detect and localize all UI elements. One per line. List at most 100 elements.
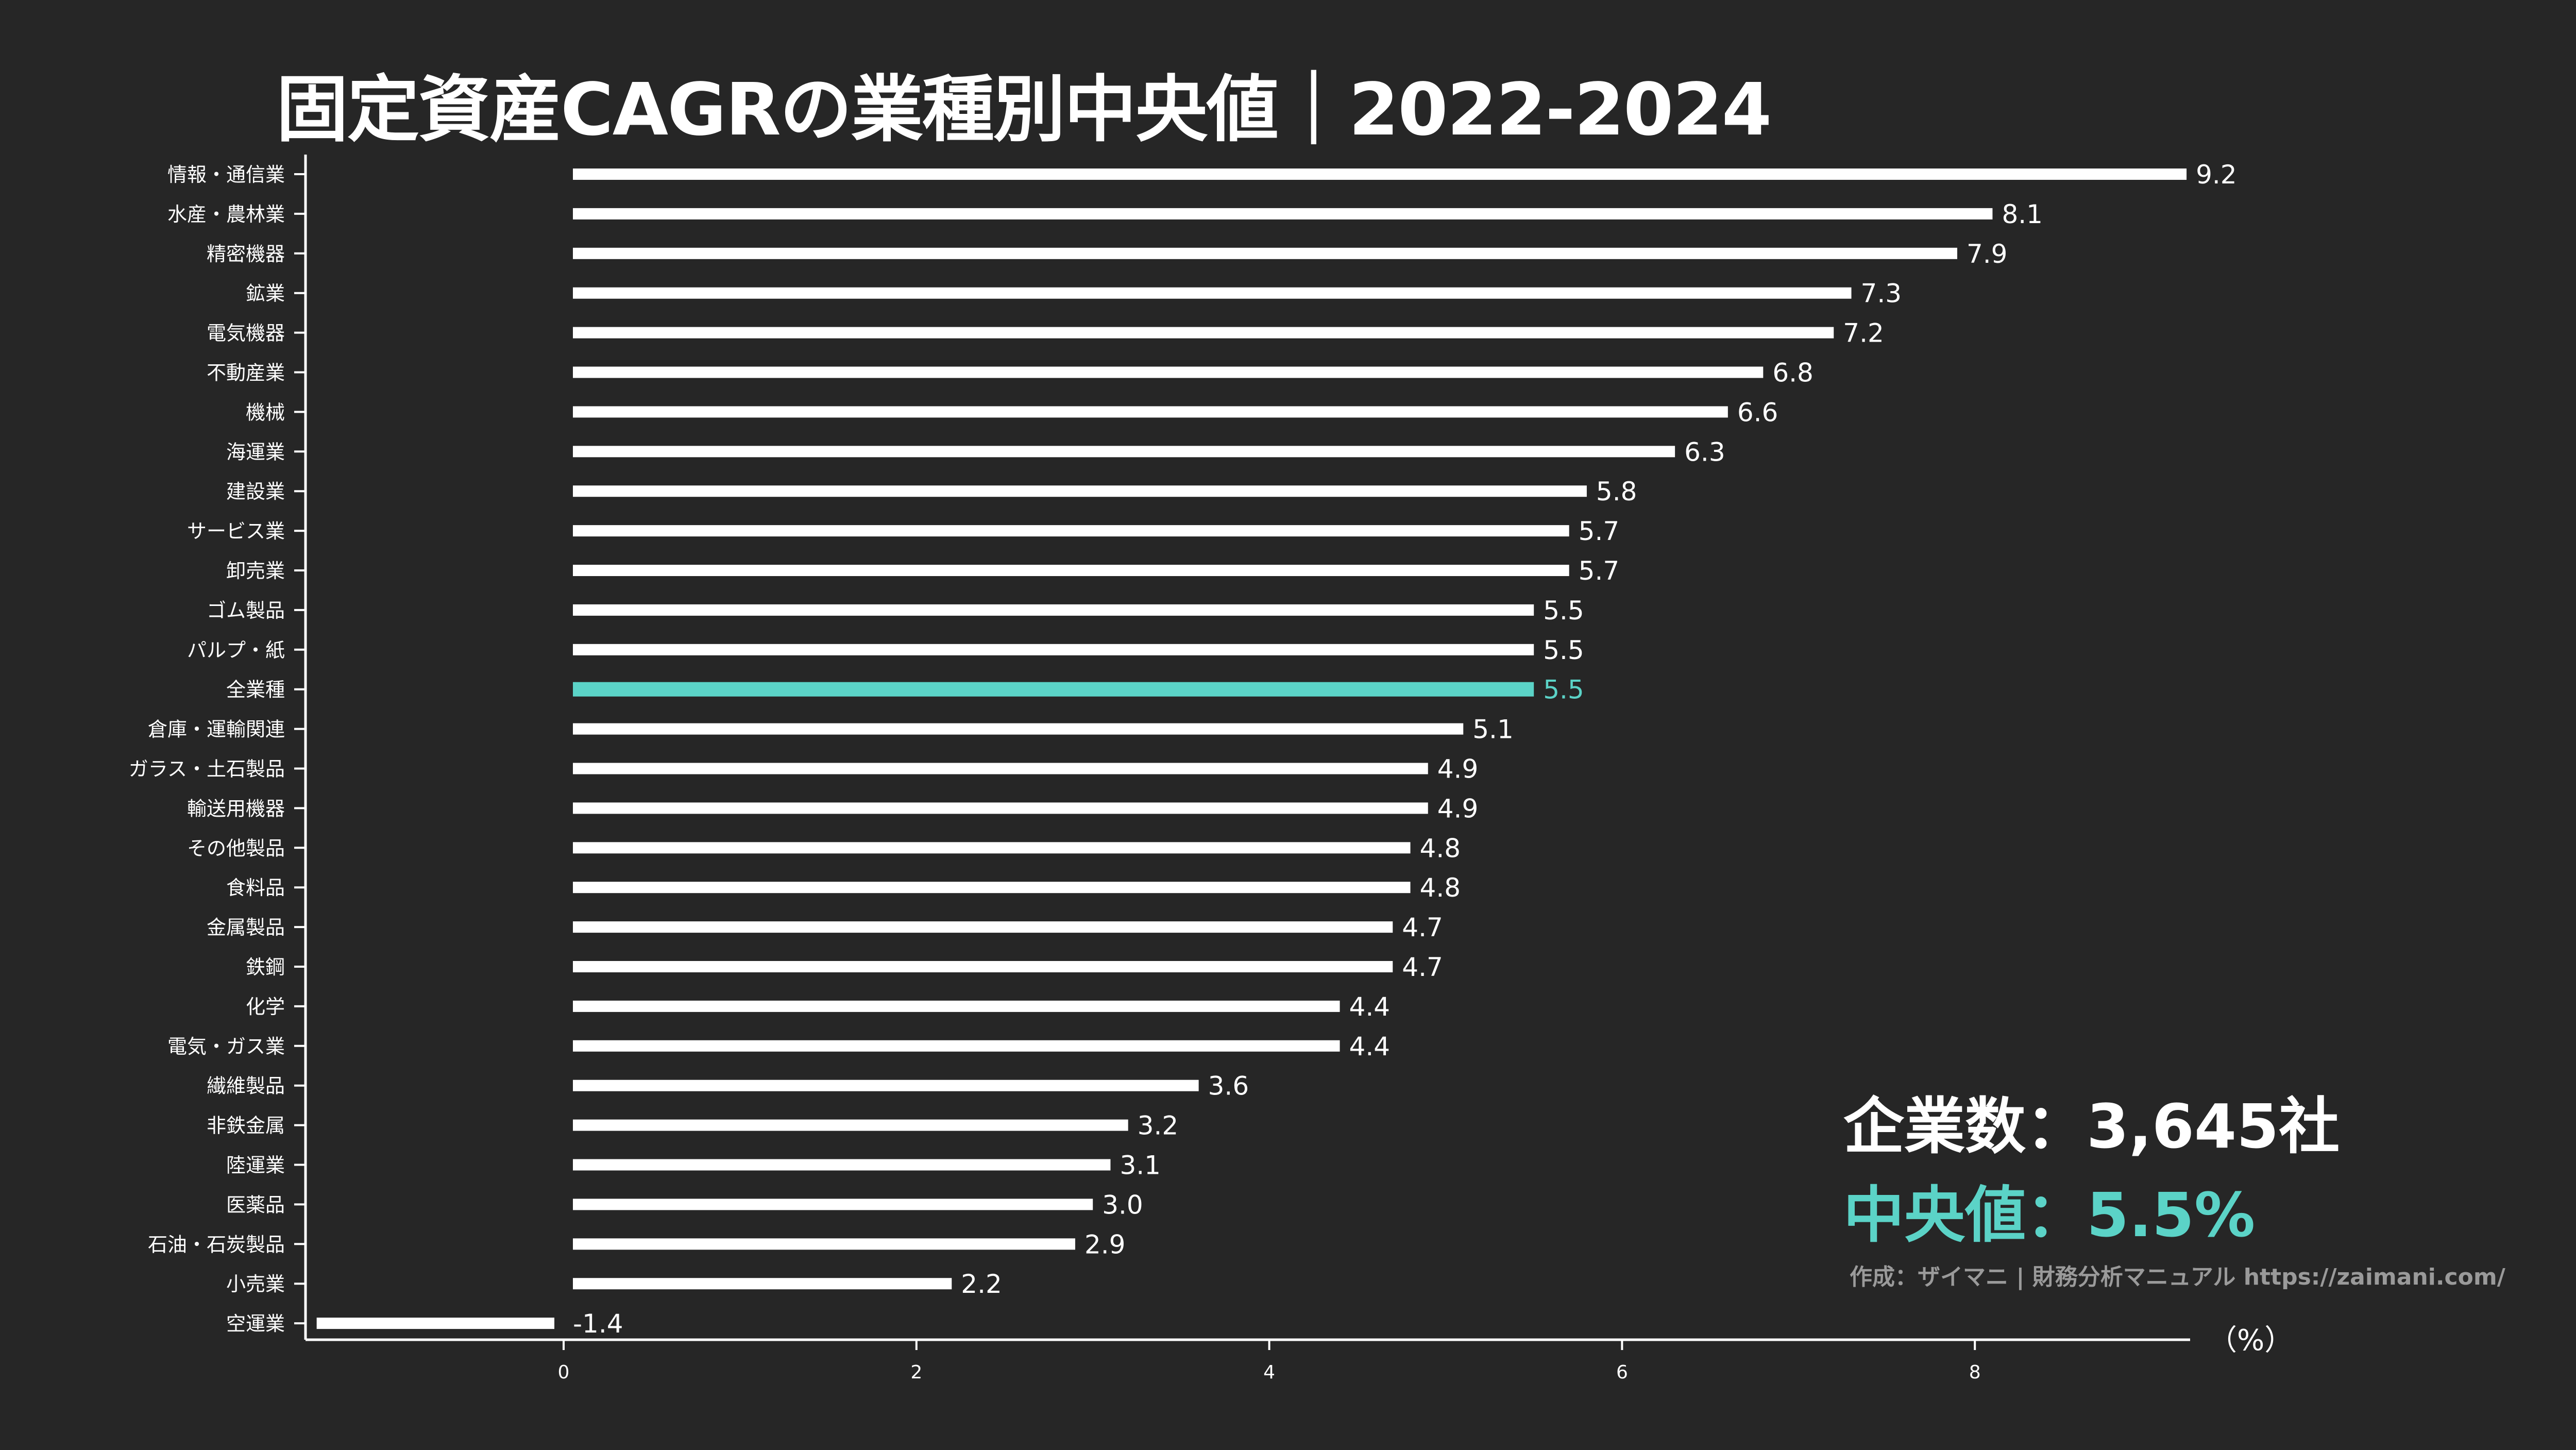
value-label: 2.9 xyxy=(1084,1229,1126,1259)
value-label: 3.6 xyxy=(1208,1071,1249,1101)
bar xyxy=(573,882,1411,893)
category-label: 小売業 xyxy=(226,1273,285,1295)
bar xyxy=(316,1318,554,1329)
value-label: 5.5 xyxy=(1543,596,1584,626)
bar xyxy=(573,842,1411,854)
bar xyxy=(573,1199,1093,1210)
value-label: 5.8 xyxy=(1596,477,1637,507)
bar xyxy=(573,565,1569,576)
category-label: 食料品 xyxy=(226,876,285,899)
x-tick-label: 0 xyxy=(558,1362,570,1383)
x-axis-label: （%） xyxy=(2208,1324,2293,1357)
bar xyxy=(573,802,1428,814)
bar xyxy=(573,287,1852,299)
value-label: 4.7 xyxy=(1402,952,1443,982)
chart-title: 固定資産CAGRの業種別中央値｜2022-2024 xyxy=(276,68,1772,152)
value-label: 6.6 xyxy=(1737,397,1778,427)
category-label: 全業種 xyxy=(226,679,285,701)
bar xyxy=(573,168,2187,180)
bar xyxy=(573,723,1464,735)
category-label: 鉱業 xyxy=(246,282,285,305)
median-value: 中央値：5.5% xyxy=(1843,1179,2256,1251)
bar xyxy=(573,208,1993,220)
value-label: 4.4 xyxy=(1349,1032,1391,1061)
value-label: 5.7 xyxy=(1579,556,1620,586)
category-label: 医薬品 xyxy=(226,1193,285,1216)
bar xyxy=(573,1278,952,1290)
value-label: 4.9 xyxy=(1437,754,1479,784)
bar xyxy=(573,1040,1340,1052)
category-label: 鉄鋼 xyxy=(246,956,285,979)
category-label: 水産・農林業 xyxy=(167,203,285,226)
value-label: 4.8 xyxy=(1420,833,1461,863)
category-label: ガラス・土石製品 xyxy=(129,758,285,781)
value-label: 5.1 xyxy=(1472,715,1514,745)
value-label: 3.0 xyxy=(1102,1190,1143,1220)
category-label: 空運業 xyxy=(226,1312,285,1335)
bar xyxy=(573,1159,1111,1171)
category-label: 倉庫・運輸関連 xyxy=(148,718,285,741)
category-label: 卸売業 xyxy=(226,560,285,582)
category-label: パルプ・紙 xyxy=(187,639,285,662)
category-label: ゴム製品 xyxy=(207,599,285,622)
value-label: 3.2 xyxy=(1138,1111,1179,1141)
company-count: 企業数：3,645社 xyxy=(1843,1091,2340,1162)
value-label: 4.8 xyxy=(1420,873,1461,903)
x-tick-label: 6 xyxy=(1616,1362,1628,1383)
bar xyxy=(573,525,1569,537)
x-tick-label: 2 xyxy=(910,1362,922,1383)
value-label: 5.5 xyxy=(1543,635,1584,665)
value-label: 4.7 xyxy=(1402,913,1443,942)
value-label: 3.1 xyxy=(1120,1151,1161,1181)
category-label: 金属製品 xyxy=(207,916,285,939)
category-label: 情報・通信業 xyxy=(167,163,285,186)
category-label: 建設業 xyxy=(226,480,285,503)
x-tick-label: 4 xyxy=(1263,1362,1275,1383)
value-label: 4.4 xyxy=(1349,992,1391,1022)
category-label: 電気・ガス業 xyxy=(167,1035,285,1058)
bar xyxy=(573,327,1834,339)
category-label: 海運業 xyxy=(226,441,285,463)
value-label: 8.1 xyxy=(2002,199,2043,229)
bar xyxy=(573,921,1393,933)
bar xyxy=(573,682,1534,697)
category-label: 精密機器 xyxy=(207,243,285,265)
bar xyxy=(573,1119,1128,1131)
value-label: 7.9 xyxy=(1967,239,2008,269)
value-label: 6.8 xyxy=(1772,358,1814,388)
bar xyxy=(573,446,1675,458)
bar xyxy=(573,1080,1199,1091)
x-tick-label: 8 xyxy=(1969,1362,1981,1383)
category-label: 輸送用機器 xyxy=(187,797,285,820)
category-label: 化学 xyxy=(246,996,285,1018)
category-label: 不動産業 xyxy=(207,362,285,384)
value-label: 7.3 xyxy=(1861,279,1902,309)
value-label: 6.3 xyxy=(1684,437,1725,467)
category-label: 非鉄金属 xyxy=(207,1115,285,1137)
category-label: 陸運業 xyxy=(226,1154,285,1177)
bar xyxy=(573,485,1587,497)
bar xyxy=(573,247,1957,259)
bar xyxy=(573,961,1393,972)
category-label: その他製品 xyxy=(187,837,285,859)
category-label: 機械 xyxy=(246,401,285,424)
bar xyxy=(573,1000,1340,1012)
bar xyxy=(573,1238,1075,1250)
category-label: 電気機器 xyxy=(207,322,285,345)
value-label: 7.2 xyxy=(1843,318,1884,348)
bar xyxy=(573,644,1534,655)
credit-text: 作成：ザイマニ | 財務分析マニュアル https://zaimani.com/ xyxy=(1850,1264,2505,1290)
value-label: 4.9 xyxy=(1437,794,1479,823)
category-label: サービス業 xyxy=(187,520,285,543)
value-label: 9.2 xyxy=(2196,160,2237,190)
bar xyxy=(573,763,1428,774)
bar xyxy=(573,366,1764,378)
value-label: 2.2 xyxy=(961,1269,1002,1299)
value-label: -1.4 xyxy=(573,1309,623,1339)
value-label: 5.7 xyxy=(1579,516,1620,546)
bar xyxy=(573,604,1534,616)
category-label: 石油・石炭製品 xyxy=(148,1233,285,1256)
value-label: 5.5 xyxy=(1543,675,1584,705)
bar xyxy=(573,406,1728,418)
